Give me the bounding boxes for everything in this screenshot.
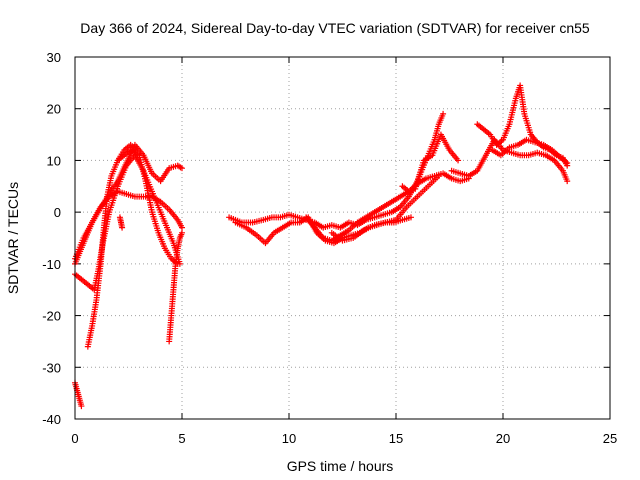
series-trace-11	[303, 170, 472, 244]
data-point	[455, 157, 462, 164]
data-point	[440, 110, 447, 117]
series-trace-16	[489, 136, 571, 167]
x-axis-label: GPS time / hours	[287, 458, 394, 474]
y-axis-label: SDTVAR / TECUs	[5, 182, 21, 294]
series-trace-14	[448, 136, 571, 185]
data-point	[179, 224, 185, 231]
series-trace-12	[328, 172, 442, 244]
series-trace-13	[399, 131, 462, 195]
series-trace-1	[72, 379, 85, 410]
x-tick-label: 25	[603, 431, 617, 446]
y-tick-label: 30	[47, 50, 61, 65]
x-tick-label: 15	[389, 431, 403, 446]
y-tick-label: 10	[47, 153, 61, 168]
series-trace-9	[226, 110, 447, 231]
series-trace-6	[114, 147, 181, 267]
data-point	[179, 165, 185, 172]
x-tick-label: 20	[496, 431, 510, 446]
x-tick-label: 5	[178, 431, 185, 446]
x-tick-label: 0	[71, 431, 78, 446]
y-tick-label: -40	[42, 412, 61, 427]
y-tick-label: 0	[54, 205, 61, 220]
y-tick-label: 20	[47, 102, 61, 117]
chart-title: Day 366 of 2024, Sidereal Day-to-day VTE…	[80, 20, 590, 36]
data-point	[78, 403, 85, 410]
x-tick-label: 10	[282, 431, 296, 446]
series-trace-5	[84, 141, 141, 350]
data-point	[435, 172, 442, 179]
y-tick-label: -30	[42, 360, 61, 375]
data-point	[179, 229, 185, 236]
y-tick-label: -10	[42, 257, 61, 272]
data-point	[407, 214, 414, 221]
axis-ticks: 0 5 10 15 20 25 -40 -30 -20 -10 0 10 20 30	[42, 50, 617, 446]
series-trace-7	[166, 229, 185, 345]
series-trace-8	[116, 214, 126, 231]
data-point	[564, 160, 571, 167]
y-tick-label: -20	[42, 309, 61, 324]
plot-frame	[74, 56, 611, 420]
series-trace-3	[72, 141, 185, 267]
data-point	[119, 224, 126, 231]
data-points	[72, 82, 571, 410]
data-point	[564, 178, 571, 185]
